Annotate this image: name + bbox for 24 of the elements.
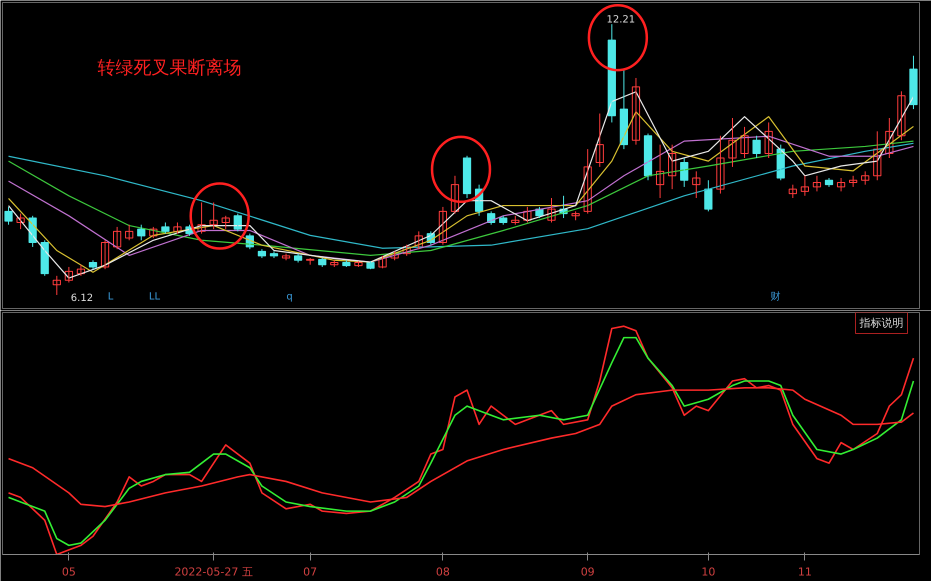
- candlestick: [692, 170, 700, 199]
- annotation: 指标说明: [858, 316, 904, 330]
- x-tick-label: 08: [436, 566, 450, 578]
- x-tick-label: 10: [701, 566, 716, 578]
- candlestick: [499, 215, 508, 226]
- candlestick: [849, 175, 858, 188]
- annotation: 6.12: [70, 292, 94, 304]
- annotation: 财: [770, 290, 780, 302]
- x-tick-label: 05: [62, 566, 76, 578]
- annotation: 12.21: [606, 14, 636, 26]
- candlestick: [270, 250, 278, 259]
- annotation: q: [286, 292, 293, 302]
- candlestick: [306, 258, 314, 266]
- x-tick-label: 09: [580, 566, 595, 578]
- x-tick-label: 11: [798, 566, 812, 578]
- candlestick: [788, 184, 797, 199]
- annotation: LL: [148, 292, 160, 302]
- candlestick: [572, 210, 580, 221]
- annotation: L: [108, 292, 114, 302]
- x-tick-label: 2022-05-27 五: [174, 566, 253, 578]
- candlestick: [137, 224, 146, 241]
- candlestick: [222, 215, 230, 230]
- annotation: 转绿死叉果断离场: [98, 58, 242, 78]
- x-tick-label: 07: [303, 566, 318, 578]
